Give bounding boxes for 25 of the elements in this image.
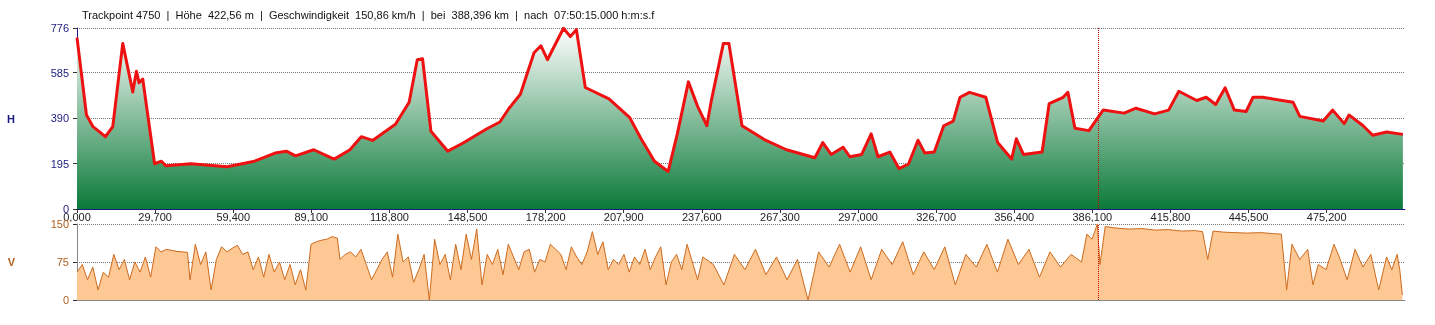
x-tick-label: 415,800 xyxy=(1150,210,1191,223)
y-tick-label: 75 xyxy=(56,256,69,268)
x-tick-label: 297,000 xyxy=(838,210,878,223)
x-tick-label: 178,200 xyxy=(525,210,566,223)
chart-title: Trackpoint 4750 | Höhe 422,56 m | Geschwindigkeit 150,86 km/h | bei 388,396 km | nach 07:50:15.000 h:m:s.f xyxy=(82,8,656,21)
x-tick-label: 29,700 xyxy=(138,210,172,223)
y-tick-label: 0 xyxy=(62,294,69,306)
x-tick-label: 237,600 xyxy=(681,210,722,223)
y-tick-label: 195 xyxy=(50,157,69,170)
x-tick-label: 386,100 xyxy=(1072,210,1113,223)
x-tick-label: 207,900 xyxy=(603,210,644,223)
x-tick-label: 267,300 xyxy=(760,210,800,223)
x-tick-label: 118,800 xyxy=(369,210,409,223)
x-tick-label: 356,400 xyxy=(994,210,1035,223)
y-tick-label: 390 xyxy=(50,112,69,125)
x-tick-label: 326,700 xyxy=(916,210,957,223)
y-axis-title: V xyxy=(7,256,16,268)
y-tick-label: 585 xyxy=(50,66,69,79)
x-tick-label: 89,100 xyxy=(294,210,329,223)
x-tick-label: 475,200 xyxy=(1306,210,1347,223)
x-tick-label: 59,400 xyxy=(216,210,251,223)
x-tick-label: 148,500 xyxy=(447,210,488,223)
y-tick-label: 776 xyxy=(50,22,69,34)
y-axis-title: H xyxy=(7,112,16,125)
x-tick-label: 445,500 xyxy=(1228,210,1269,223)
